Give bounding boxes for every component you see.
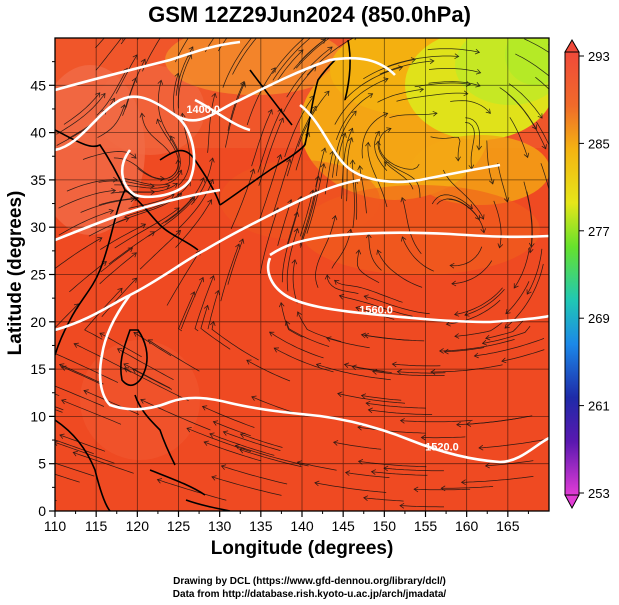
- x-tick-label: 125: [167, 518, 191, 534]
- colorbar-top-arrow: [564, 39, 580, 53]
- chart-title: GSM 12Z29Jun2024 (850.0hPa): [148, 2, 471, 27]
- x-tick-label: 110: [44, 518, 67, 534]
- y-tick-label: 35: [30, 172, 46, 188]
- colorbar-ticks: 293 285 277 269 261 253: [579, 49, 610, 501]
- colorbar-tick-label: 293: [588, 49, 610, 64]
- colorbar-tick-label: 253: [588, 486, 610, 501]
- credit-line-1: Drawing by DCL (https://www.gfd-dennou.o…: [173, 576, 446, 587]
- credit-line-2: Data from http://database.rish.kyoto-u.a…: [172, 589, 447, 600]
- contour-label: 1400.0: [186, 104, 220, 116]
- x-axis-label: Longitude (degrees): [210, 538, 394, 559]
- x-tick-label: 130: [208, 518, 232, 534]
- x-tick-label: 120: [126, 518, 150, 534]
- y-tick-label: 45: [30, 77, 46, 93]
- y-tick-label: 40: [30, 125, 46, 141]
- y-axis-ticks: 0 5 10 15 20 25 30 35 40 45: [30, 61, 55, 519]
- grid-lines: [54, 38, 549, 512]
- colorbar-tick-label: 277: [588, 224, 610, 239]
- y-tick-label: 20: [30, 314, 46, 330]
- colorbar-bottom-arrow: [564, 494, 580, 510]
- colorbar-tick-label: 269: [588, 311, 610, 326]
- x-tick-label: 145: [331, 518, 355, 534]
- colorbar-tick-label: 285: [588, 136, 610, 151]
- colorbar-body: [564, 51, 580, 496]
- colorbar: 293 285 277 269 261 253: [564, 39, 610, 510]
- contour-label: 1560.0: [359, 305, 393, 317]
- x-tick-label: 165: [496, 518, 520, 534]
- y-tick-label: 5: [38, 456, 46, 472]
- x-tick-label: 155: [414, 518, 438, 534]
- contour-labels: 1400.0 1560.0 1520.0: [186, 104, 458, 454]
- height-contours: [55, 40, 549, 464]
- x-tick-label: 160: [455, 518, 479, 534]
- x-tick-label: 115: [85, 518, 108, 534]
- y-tick-label: 0: [38, 503, 46, 519]
- x-tick-label: 150: [373, 518, 397, 534]
- x-tick-label: 135: [249, 518, 273, 534]
- x-tick-label: 140: [290, 518, 314, 534]
- y-tick-label: 30: [30, 219, 46, 235]
- colorbar-tick-label: 261: [588, 399, 610, 414]
- y-tick-label: 15: [30, 361, 46, 377]
- y-tick-label: 10: [30, 408, 46, 424]
- x-axis-ticks: 110 115 120 125 130 135 140 145 150 155 160 165: [44, 511, 529, 534]
- y-axis-label: Latitude (degrees): [5, 190, 26, 356]
- contour-label: 1520.0: [425, 442, 459, 454]
- y-tick-label: 25: [30, 267, 46, 283]
